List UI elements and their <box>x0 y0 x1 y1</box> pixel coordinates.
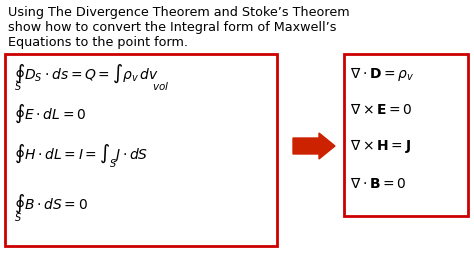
Bar <box>344 54 468 216</box>
Bar <box>5 54 277 246</box>
Text: $\nabla \times \mathbf{E} = 0$: $\nabla \times \mathbf{E} = 0$ <box>350 101 413 116</box>
Text: $\oint E \cdot dL = 0$: $\oint E \cdot dL = 0$ <box>14 103 86 125</box>
Text: $\oint B \cdot dS = 0$: $\oint B \cdot dS = 0$ <box>14 193 88 215</box>
Text: Equations to the point form.: Equations to the point form. <box>8 36 188 49</box>
Text: $S$: $S$ <box>14 211 22 223</box>
Text: $\oint H \cdot dL = I = \int_S J \cdot dS$: $\oint H \cdot dL = I = \int_S J \cdot d… <box>14 142 148 170</box>
FancyArrow shape <box>293 133 335 159</box>
Text: $vol$: $vol$ <box>152 80 169 92</box>
Text: show how to convert the Integral form of Maxwell’s: show how to convert the Integral form of… <box>8 21 337 34</box>
Text: $S$: $S$ <box>14 80 22 92</box>
Text: Using The Divergence Theorem and Stoke’s Theorem: Using The Divergence Theorem and Stoke’s… <box>8 6 350 19</box>
Text: $\oint D_S \cdot ds = Q = \int \rho_v \, dv$: $\oint D_S \cdot ds = Q = \int \rho_v \,… <box>14 63 159 85</box>
Text: $\nabla \cdot \mathbf{B} = 0$: $\nabla \cdot \mathbf{B} = 0$ <box>350 176 407 192</box>
Text: $\nabla \times \mathbf{H} = \mathbf{J}$: $\nabla \times \mathbf{H} = \mathbf{J}$ <box>350 137 411 155</box>
Text: $\nabla \cdot \mathbf{D} = \rho_v$: $\nabla \cdot \mathbf{D} = \rho_v$ <box>350 65 414 83</box>
